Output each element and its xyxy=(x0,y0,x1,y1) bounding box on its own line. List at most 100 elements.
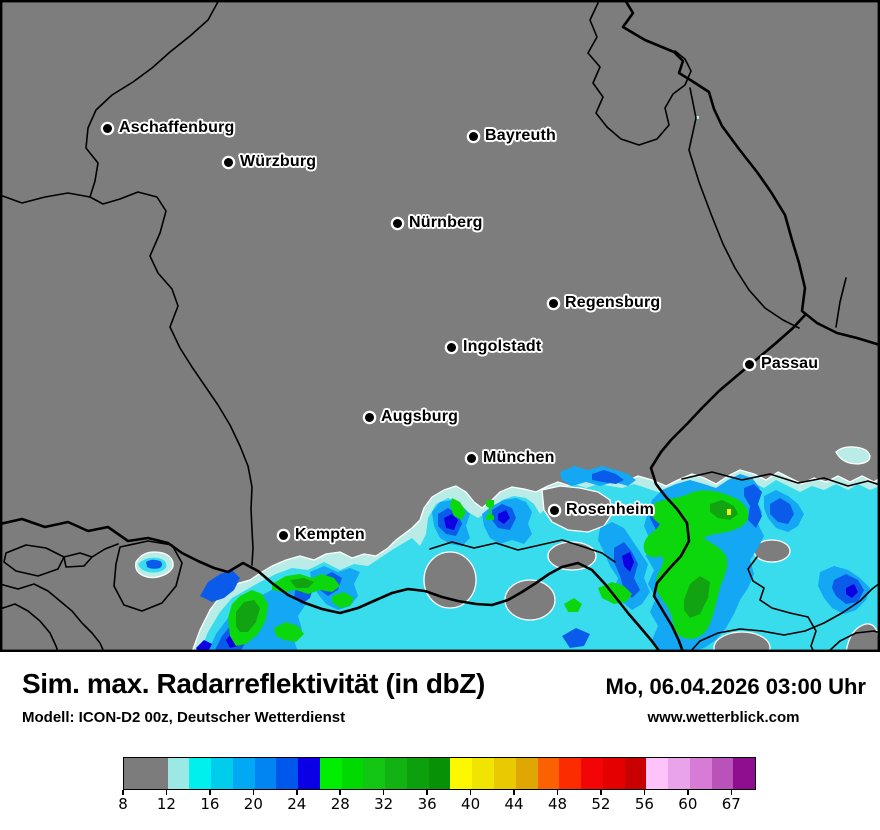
city-dot-icon xyxy=(550,505,559,515)
legend-tick-label: 52 xyxy=(591,795,611,813)
legend-tick-label: 28 xyxy=(330,795,350,813)
city-label: München xyxy=(483,449,555,466)
forecast-datetime: Mo, 06.04.2026 03:00 Uhr xyxy=(605,674,866,699)
legend-color-cell xyxy=(668,758,690,789)
legend-color-cell xyxy=(319,758,342,789)
city-marker: Passau xyxy=(745,355,818,373)
city-dot-icon xyxy=(469,131,478,141)
legend-tick-mark xyxy=(426,790,428,795)
city-label: Würzburg xyxy=(240,153,317,170)
city-marker: Würzburg xyxy=(224,153,316,171)
legend-tick-mark xyxy=(643,790,646,795)
legend-tick-label: 48 xyxy=(547,795,568,813)
legend-color-cell xyxy=(385,758,407,789)
legend-tick-label: 12 xyxy=(156,795,176,813)
city-marker: Kempten xyxy=(279,526,365,544)
city-label: Nürnberg xyxy=(409,214,483,231)
page-title: Sim. max. Radarreflektivität (in dbZ) xyxy=(22,668,485,699)
city-marker: München xyxy=(467,449,555,467)
legend-tick-label: 8 xyxy=(118,795,128,813)
city-dot-icon xyxy=(745,359,754,369)
radar-level-yellow xyxy=(727,509,731,515)
legend-color-cell xyxy=(515,758,538,789)
city-label: Passau xyxy=(761,355,819,372)
weather-map: Aschaffenburg Würzburg Bayreuth Nürnberg Reg… xyxy=(0,0,880,652)
legend-tick-label: 44 xyxy=(504,795,524,813)
legend-color-cell xyxy=(559,758,582,789)
legend-color-cell xyxy=(211,758,233,789)
legend-color-cell xyxy=(494,758,516,789)
legend-tick-label: 67 xyxy=(721,795,741,813)
legend-color-cell xyxy=(254,758,277,789)
city-label: Aschaffenburg xyxy=(119,119,235,136)
legend-color-cell xyxy=(689,758,712,789)
legend-tick-mark xyxy=(730,790,733,795)
city-dot-icon xyxy=(467,453,476,463)
legend-tick-mark xyxy=(600,790,602,795)
legend-color-cell xyxy=(646,758,669,789)
legend-color-cell xyxy=(341,758,364,789)
legend-tick-mark xyxy=(556,790,559,795)
city-marker: Bayreuth xyxy=(469,127,556,145)
legend-color-cell xyxy=(602,758,625,789)
city-label: Augsburg xyxy=(381,408,459,425)
legend-tick-label: 60 xyxy=(678,795,698,813)
city-label: Rosenheim xyxy=(566,501,655,518)
legend-tick-mark xyxy=(339,790,342,795)
city-marker: Nürnberg xyxy=(393,214,483,232)
legend-color-cell xyxy=(537,758,560,789)
legend-color-cell xyxy=(406,758,429,789)
city-marker: Aschaffenburg xyxy=(103,119,235,137)
legend-color-cell xyxy=(232,758,255,789)
legend-tick-label: 20 xyxy=(243,795,263,813)
legend-tick-label: 36 xyxy=(417,795,437,813)
legend-color-cell xyxy=(167,758,190,789)
legend-tick-mark xyxy=(513,790,515,795)
colorbar-legend xyxy=(123,757,756,790)
legend-color-cell xyxy=(428,758,451,789)
city-label: Ingolstadt xyxy=(463,338,542,355)
city-dot-icon xyxy=(103,123,112,133)
legend-color-cell xyxy=(189,758,212,789)
legend-tick-mark xyxy=(296,790,298,795)
legend-tick-label: 24 xyxy=(287,795,307,813)
legend-tick-label: 40 xyxy=(461,795,481,813)
city-dot-icon xyxy=(393,218,402,228)
legend-tick-label: 32 xyxy=(374,795,394,813)
city-dot-icon xyxy=(549,298,558,308)
city-marker: Augsburg xyxy=(365,408,458,426)
legend-tick-mark xyxy=(209,790,211,795)
radar-gray-gaps xyxy=(423,485,880,652)
legend-color-cell xyxy=(581,758,603,789)
city-label: Kempten xyxy=(295,526,365,543)
legend-color-cell xyxy=(450,758,473,789)
country-borders xyxy=(0,0,880,652)
city-marker-layer: Aschaffenburg Würzburg Bayreuth Nürnberg Reg… xyxy=(103,119,818,544)
city-dot-icon xyxy=(279,530,288,540)
legend-tick-label: 56 xyxy=(634,795,654,813)
legend-color-cell xyxy=(472,758,494,789)
city-label: Regensburg xyxy=(565,294,661,311)
state-borders xyxy=(0,0,880,652)
legend-tick-mark xyxy=(165,790,168,795)
model-info: Modell: ICON-D2 00z, Deutscher Wetterdie… xyxy=(22,709,346,726)
legend-tick-label: 16 xyxy=(200,795,220,813)
legend-color-cell xyxy=(711,758,734,789)
website-url: www.wetterblick.com xyxy=(647,709,800,726)
legend-tick-mark xyxy=(252,790,255,795)
legend-tick-mark xyxy=(469,790,472,795)
city-label: Bayreuth xyxy=(485,127,556,144)
legend-tick-mark xyxy=(687,790,689,795)
city-dot-icon xyxy=(365,412,374,422)
city-marker: Rosenheim xyxy=(550,501,654,519)
colorbar-axis: 8 12 16 20 24 28 32 36 40 44 48 52 56 60 67 xyxy=(118,790,803,820)
city-marker: Regensburg xyxy=(549,294,660,312)
legend-color-cell xyxy=(363,758,386,789)
legend-tick-mark xyxy=(382,790,385,795)
legend-color-cell xyxy=(624,758,647,789)
lake-bodensee xyxy=(3,544,93,577)
city-dot-icon xyxy=(447,342,456,352)
legend-color-cell xyxy=(733,758,756,789)
legend-color-cell xyxy=(276,758,299,789)
